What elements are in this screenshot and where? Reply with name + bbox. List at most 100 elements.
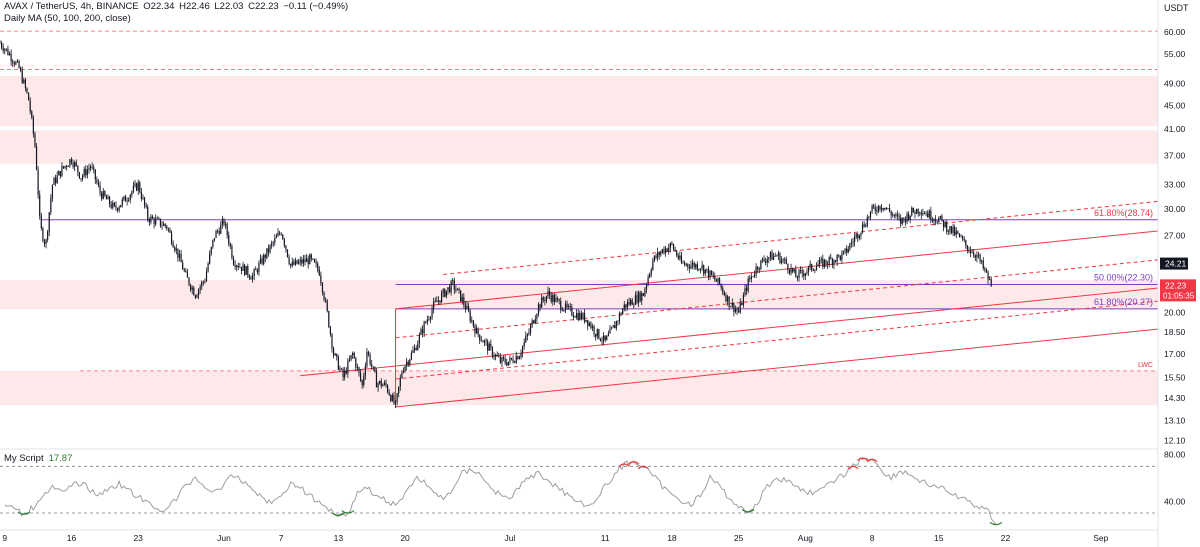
- candle-body[interactable]: [363, 375, 365, 386]
- candle-body[interactable]: [374, 367, 376, 373]
- candle-body[interactable]: [895, 214, 897, 216]
- candle-body[interactable]: [26, 87, 28, 93]
- candle-body[interactable]: [900, 217, 902, 224]
- candle-body[interactable]: [223, 219, 225, 225]
- candle-body[interactable]: [618, 313, 621, 322]
- candle-body[interactable]: [356, 367, 359, 368]
- candle-body[interactable]: [626, 302, 629, 308]
- candle-body[interactable]: [636, 295, 638, 303]
- candle-body[interactable]: [34, 133, 36, 147]
- candle-body[interactable]: [833, 260, 835, 265]
- candle-body[interactable]: [803, 273, 805, 276]
- candle-body[interactable]: [814, 270, 816, 271]
- candle-body[interactable]: [115, 205, 117, 209]
- candle-body[interactable]: [64, 166, 66, 168]
- candle-body[interactable]: [7, 48, 9, 55]
- candle-body[interactable]: [234, 264, 236, 267]
- candle-body[interactable]: [479, 334, 481, 341]
- candle-body[interactable]: [542, 297, 544, 301]
- candle-body[interactable]: [391, 395, 393, 402]
- candle-body[interactable]: [696, 264, 698, 270]
- candle-body[interactable]: [504, 358, 506, 363]
- channel-top[interactable]: [395, 230, 1159, 310]
- candle-body[interactable]: [495, 354, 497, 357]
- candle-body[interactable]: [296, 260, 298, 264]
- candle-body[interactable]: [420, 329, 422, 335]
- candle-body[interactable]: [687, 263, 689, 267]
- candle-body[interactable]: [406, 361, 408, 367]
- candle-body[interactable]: [949, 226, 951, 232]
- candle-body[interactable]: [323, 292, 325, 300]
- candle-body[interactable]: [622, 309, 624, 315]
- candle-body[interactable]: [728, 296, 730, 307]
- candle-body[interactable]: [958, 233, 961, 237]
- candle-body[interactable]: [371, 364, 373, 367]
- candle-body[interactable]: [86, 169, 88, 176]
- candle-body[interactable]: [42, 228, 44, 241]
- candle-body[interactable]: [950, 226, 953, 233]
- candle-body[interactable]: [812, 270, 814, 271]
- candle-body[interactable]: [105, 195, 108, 200]
- candle-body[interactable]: [139, 182, 141, 193]
- candle-body[interactable]: [771, 252, 773, 260]
- candle-body[interactable]: [946, 222, 948, 232]
- candle-body[interactable]: [831, 258, 833, 265]
- candle-body[interactable]: [861, 224, 864, 233]
- candle-body[interactable]: [749, 278, 751, 280]
- candle-body[interactable]: [606, 336, 608, 341]
- candle-body[interactable]: [93, 167, 95, 170]
- candle-body[interactable]: [984, 268, 986, 270]
- candle-body[interactable]: [664, 248, 667, 254]
- candle-body[interactable]: [5, 48, 7, 50]
- candle-body[interactable]: [298, 261, 300, 264]
- candle-body[interactable]: [456, 288, 459, 291]
- candle-body[interactable]: [982, 260, 984, 269]
- candle-body[interactable]: [377, 383, 379, 388]
- candle-body[interactable]: [167, 228, 169, 230]
- candle-body[interactable]: [352, 353, 354, 356]
- candle-body[interactable]: [496, 354, 498, 357]
- candle-body[interactable]: [706, 268, 708, 270]
- candle-body[interactable]: [531, 320, 533, 326]
- candle-body[interactable]: [267, 248, 270, 253]
- candle-body[interactable]: [884, 207, 886, 210]
- candle-body[interactable]: [364, 366, 366, 376]
- candle-body[interactable]: [722, 287, 724, 293]
- candle-body[interactable]: [452, 280, 454, 282]
- candle-body[interactable]: [191, 287, 193, 290]
- candle-body[interactable]: [599, 338, 602, 341]
- candle-body[interactable]: [976, 254, 978, 258]
- candle-body[interactable]: [676, 251, 678, 256]
- candle-body[interactable]: [908, 213, 910, 220]
- candle-body[interactable]: [315, 262, 317, 264]
- candle-body[interactable]: [20, 67, 22, 71]
- candle-body[interactable]: [790, 267, 792, 273]
- candle-body[interactable]: [82, 175, 84, 179]
- candle-body[interactable]: [866, 217, 868, 226]
- candle-body[interactable]: [715, 279, 718, 282]
- candle-body[interactable]: [647, 277, 649, 285]
- candle-body[interactable]: [989, 279, 991, 280]
- candle-body[interactable]: [811, 264, 813, 271]
- candle-body[interactable]: [453, 280, 455, 290]
- candle-body[interactable]: [488, 343, 490, 351]
- candle-body[interactable]: [572, 315, 575, 317]
- candle-body[interactable]: [809, 264, 811, 267]
- candle-body[interactable]: [765, 261, 767, 263]
- candle-body[interactable]: [869, 211, 872, 218]
- candle-body[interactable]: [709, 270, 711, 278]
- candle-body[interactable]: [792, 267, 794, 272]
- candle-body[interactable]: [796, 277, 799, 279]
- candle-body[interactable]: [679, 255, 681, 259]
- candle-body[interactable]: [59, 171, 61, 177]
- candle-body[interactable]: [580, 313, 582, 319]
- candle-body[interactable]: [609, 328, 611, 334]
- candle-body[interactable]: [429, 317, 432, 320]
- candle-body[interactable]: [342, 369, 344, 378]
- candle-body[interactable]: [576, 313, 578, 318]
- candle-body[interactable]: [672, 243, 675, 250]
- candle-body[interactable]: [253, 269, 255, 277]
- candle-body[interactable]: [142, 197, 144, 199]
- candle-body[interactable]: [615, 321, 617, 329]
- candle-body[interactable]: [923, 213, 926, 215]
